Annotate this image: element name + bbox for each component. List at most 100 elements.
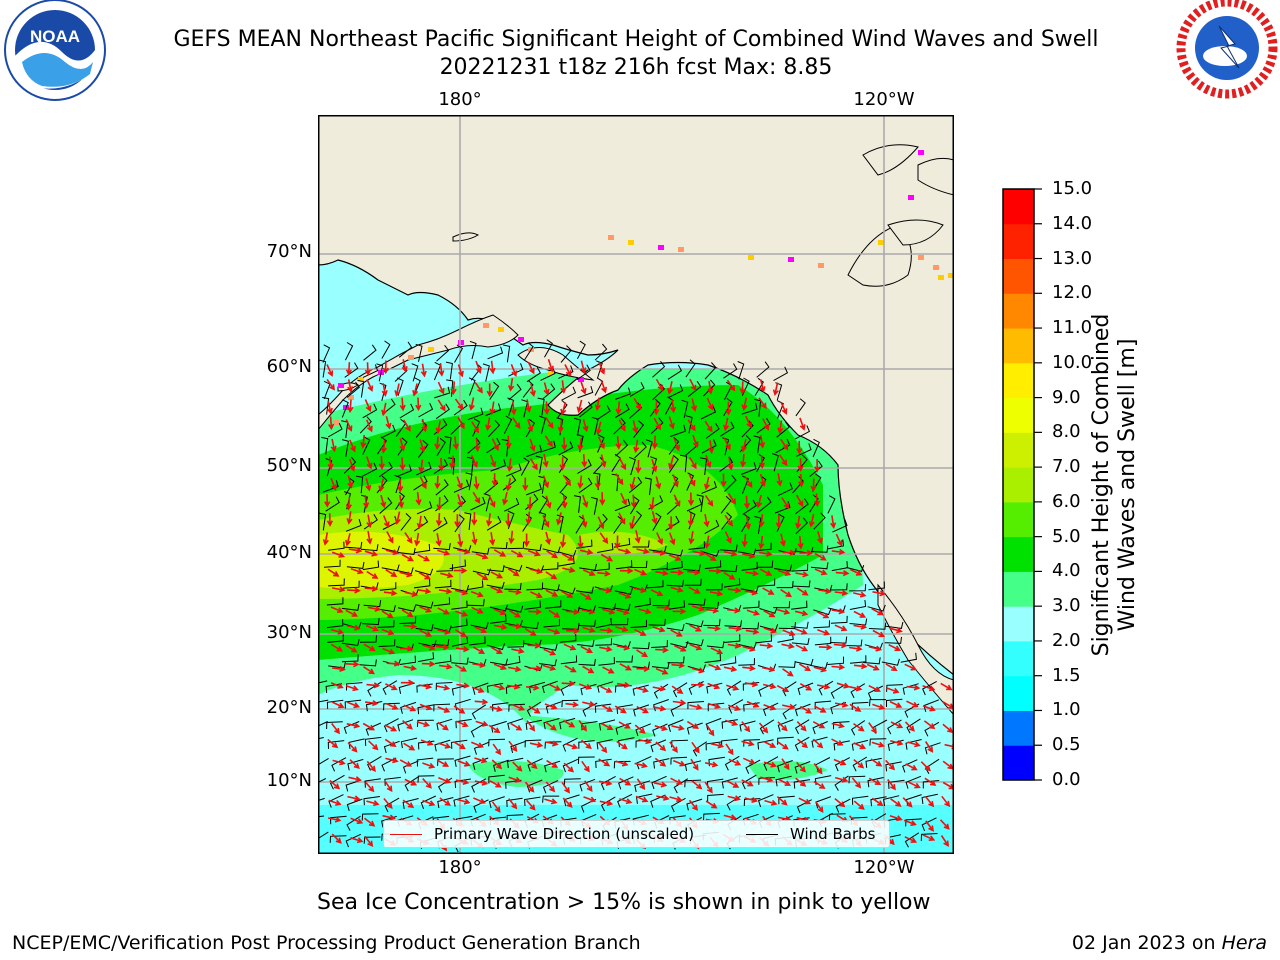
wave-direction-arrow xyxy=(831,663,846,671)
wave-direction-arrow xyxy=(724,531,732,544)
wave-direction-arrow xyxy=(853,663,868,670)
wind-barb xyxy=(905,739,922,750)
wave-direction-arrow xyxy=(671,724,685,731)
wave-direction-arrow xyxy=(707,702,722,709)
wave-direction-arrow xyxy=(512,761,523,772)
sea-ice-cell xyxy=(358,377,364,382)
wind-barb xyxy=(343,491,351,510)
wind-barb xyxy=(650,739,667,753)
wave-direction-arrow xyxy=(853,623,868,630)
wave-direction-arrow xyxy=(397,494,405,509)
wind-barb xyxy=(557,587,576,595)
wind-barb xyxy=(869,699,886,707)
sea-ice-cell xyxy=(938,275,944,280)
wave-direction-arrow xyxy=(655,646,669,654)
wave-direction-arrow xyxy=(924,796,935,808)
wind-barb xyxy=(454,755,471,767)
wave-direction-arrow xyxy=(889,700,903,708)
wave-direction-arrow xyxy=(778,778,792,786)
lat-label-60n: 60°N xyxy=(266,356,312,377)
wind-barb xyxy=(598,656,615,666)
wave-direction-arrow xyxy=(453,567,468,574)
wave-direction-arrow xyxy=(528,665,543,672)
wave-direction-arrow xyxy=(546,550,558,559)
wave-band-7-8m xyxy=(318,531,444,589)
wave-direction-arrow xyxy=(529,568,544,575)
wind-barb xyxy=(738,641,757,649)
wave-direction-arrow xyxy=(652,705,667,712)
wind-barb xyxy=(724,755,740,771)
wave-direction-arrow xyxy=(564,665,577,673)
wave-direction-arrow xyxy=(331,833,342,844)
wave-direction-arrow xyxy=(492,684,506,691)
wind-barb xyxy=(525,418,536,438)
wave-direction-arrow xyxy=(493,663,507,670)
wave-direction-arrow xyxy=(566,608,580,616)
wave-direction-arrow xyxy=(704,552,717,562)
wind-barb xyxy=(827,656,844,665)
colorbar-tick-label: 8.0 xyxy=(1052,421,1081,443)
wind-barb xyxy=(506,814,524,823)
wave-direction-arrow xyxy=(634,724,646,734)
wave-direction-arrow xyxy=(490,571,504,579)
wind-barb xyxy=(849,655,867,664)
wave-direction-arrow xyxy=(490,646,503,655)
wave-direction-arrow xyxy=(848,645,863,652)
wind-barb xyxy=(759,606,778,614)
wind-barb xyxy=(741,774,757,790)
wind-barb xyxy=(797,682,814,696)
wave-direction-arrow xyxy=(688,799,699,811)
wind-barb xyxy=(721,719,738,729)
wave-direction-arrow xyxy=(635,686,649,693)
wind-barb xyxy=(576,340,586,359)
wave-direction-arrow xyxy=(651,435,658,450)
wind-barb xyxy=(755,634,773,644)
wind-barb xyxy=(562,737,578,752)
wind-barb xyxy=(704,519,720,535)
wind-barb xyxy=(539,643,558,651)
wind-barb xyxy=(776,421,790,438)
wave-direction-arrow xyxy=(634,530,641,544)
wave-direction-arrow xyxy=(654,757,667,767)
wind-barb xyxy=(705,741,723,751)
wave-direction-arrow xyxy=(350,567,364,575)
wave-direction-arrow xyxy=(490,586,504,594)
wind-barb xyxy=(777,482,793,497)
wind-barb xyxy=(756,418,771,434)
lon-label-bottom-180: 180° xyxy=(438,857,482,878)
colorbar-cell xyxy=(1003,571,1034,607)
wave-direction-arrow xyxy=(435,512,443,527)
sea-ice-cell xyxy=(338,383,344,388)
wind-barb xyxy=(653,758,670,769)
wind-barb xyxy=(904,832,920,848)
wave-direction-arrow xyxy=(799,549,814,557)
wave-direction-arrow xyxy=(364,399,372,413)
wave-direction-arrow xyxy=(399,438,406,452)
wave-direction-arrow xyxy=(526,684,540,691)
wind-barb xyxy=(543,718,560,730)
wind-barb xyxy=(318,778,327,783)
wind-barb xyxy=(527,758,543,772)
wave-direction-arrow xyxy=(385,569,398,577)
wind-barb xyxy=(356,475,364,494)
wave-direction-arrow xyxy=(615,473,624,486)
wave-direction-arrow xyxy=(542,664,557,671)
wave-direction-arrow xyxy=(812,720,826,729)
wave-direction-arrow xyxy=(724,514,733,527)
wave-direction-arrow xyxy=(556,512,562,526)
wave-direction-arrow xyxy=(618,419,626,432)
wave-direction-arrow xyxy=(378,456,385,470)
wave-direction-arrow xyxy=(726,684,740,691)
wave-direction-arrow xyxy=(633,397,642,411)
wave-direction-arrow xyxy=(636,665,651,673)
wave-direction-arrow xyxy=(362,722,376,731)
wind-barb xyxy=(653,699,669,712)
wind-barb xyxy=(686,472,695,491)
wave-direction-arrow xyxy=(545,740,559,747)
wave-direction-arrow xyxy=(594,397,601,411)
wind-barb xyxy=(503,415,513,434)
wave-direction-arrow xyxy=(834,776,849,783)
wind-barb xyxy=(437,758,454,766)
wave-direction-arrow xyxy=(728,625,743,632)
wind-barb xyxy=(868,581,885,591)
